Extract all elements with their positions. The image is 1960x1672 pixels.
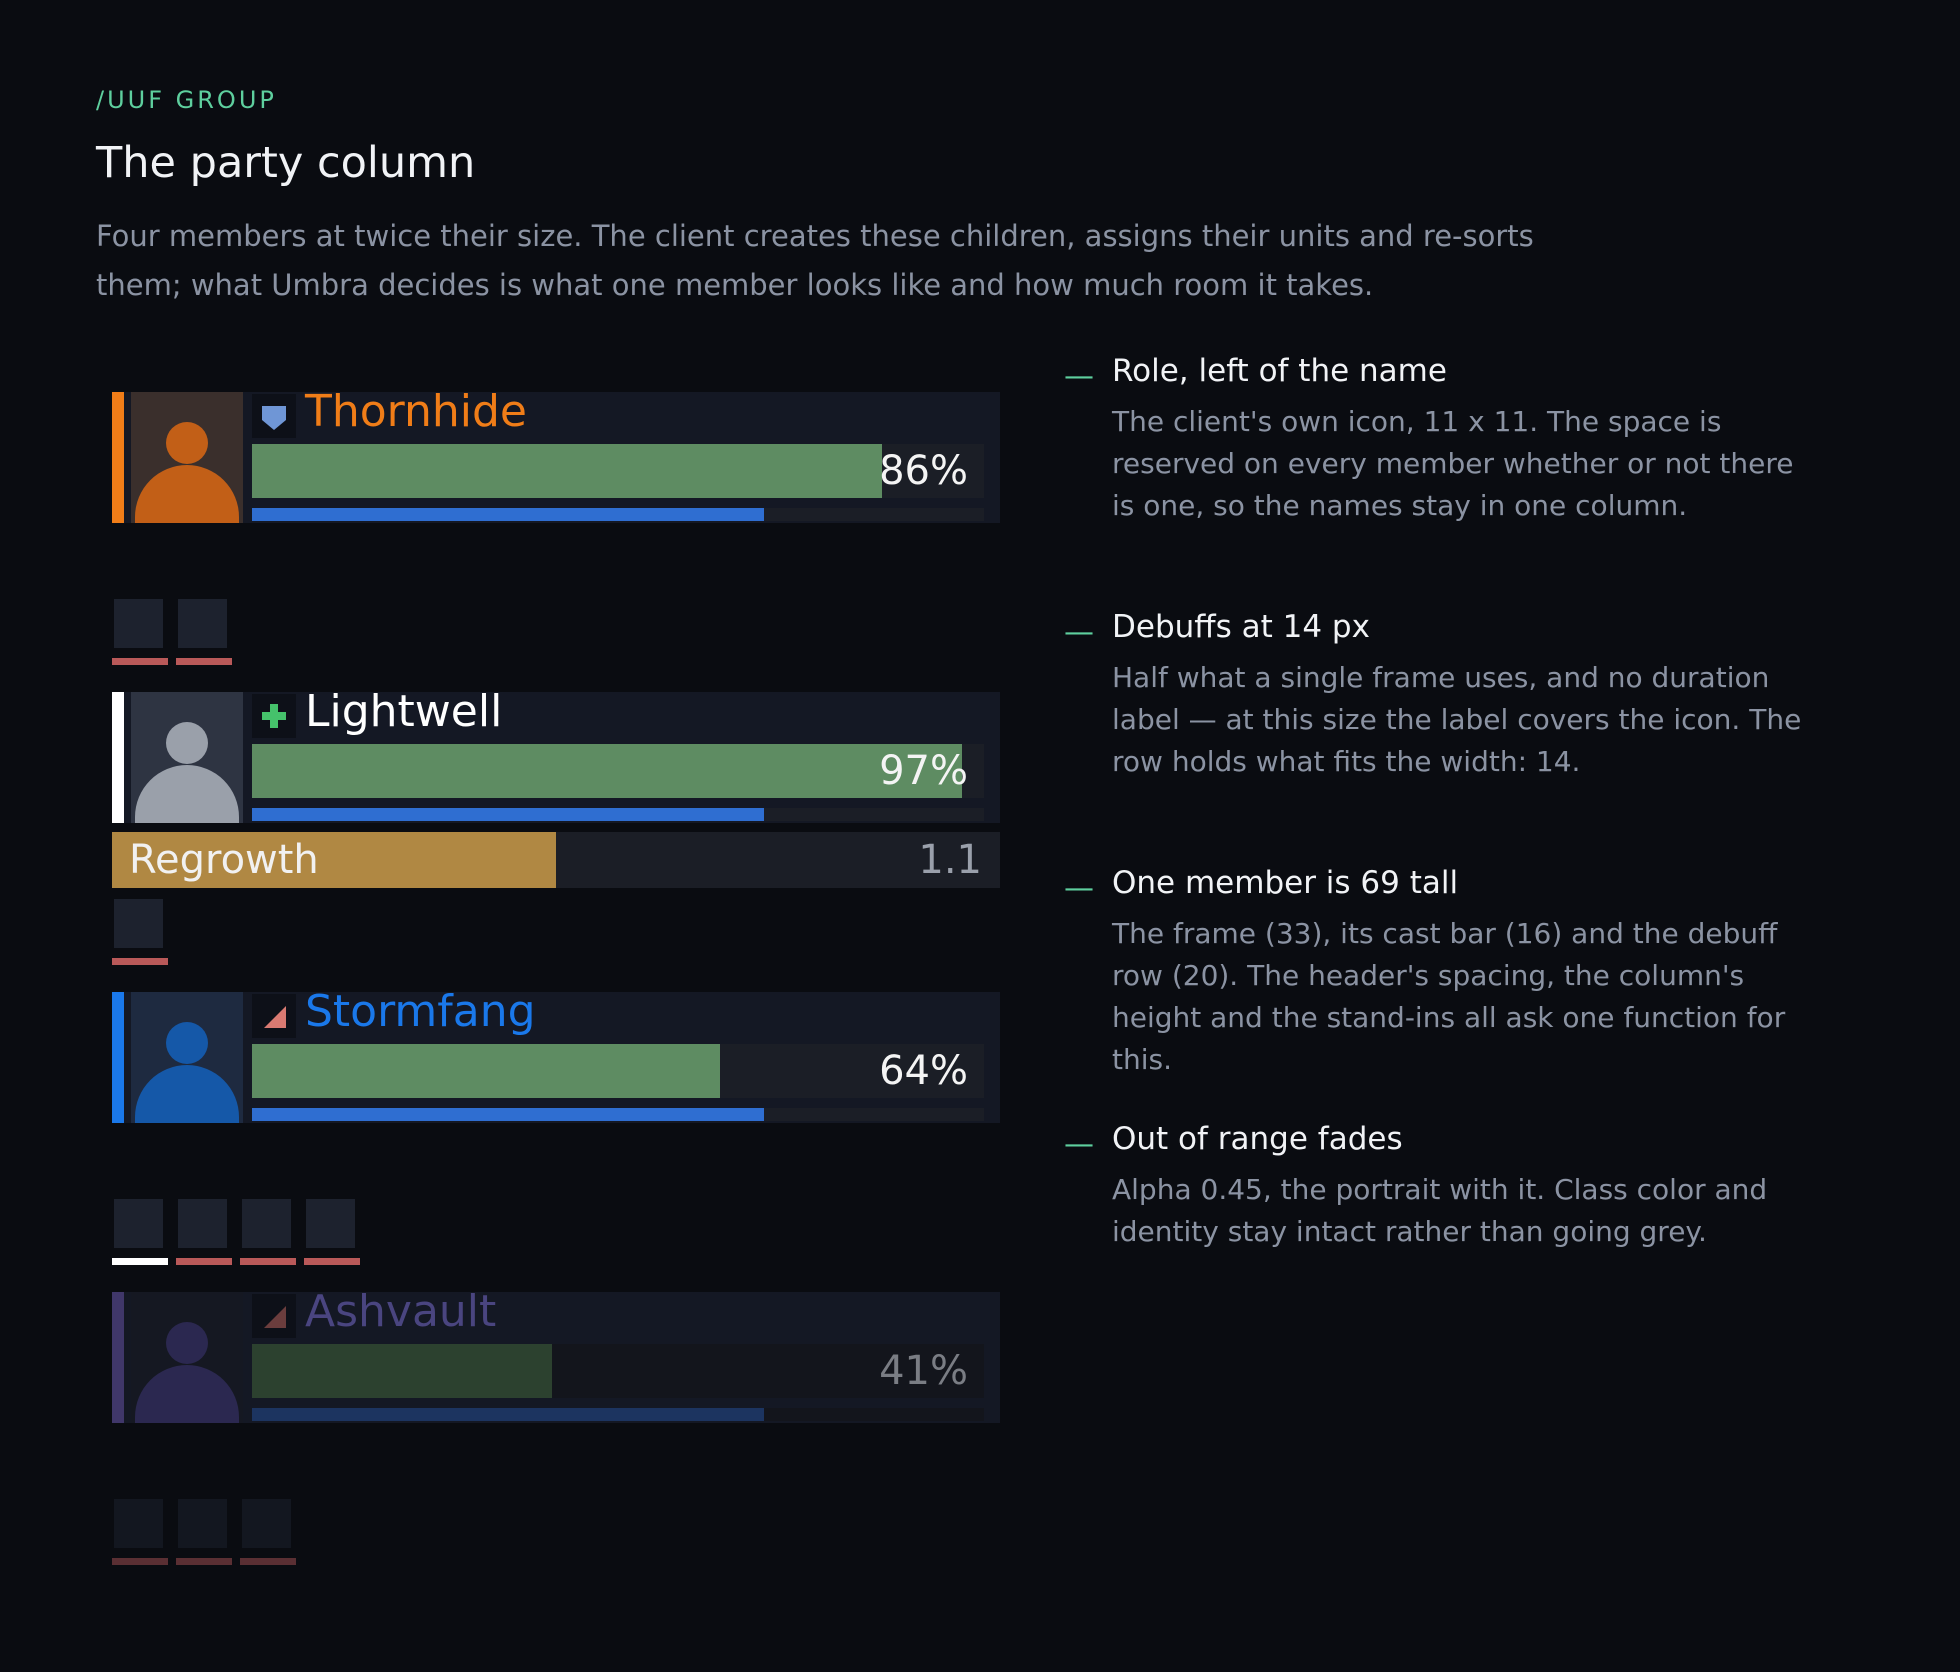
- debuff-icon[interactable]: [176, 599, 232, 669]
- power-bar: [252, 508, 984, 521]
- debuff-icon[interactable]: [176, 1199, 232, 1269]
- note-title: One member is 69 tall: [1112, 865, 1459, 901]
- health-percent: 41%: [879, 1348, 968, 1394]
- sword-icon: [252, 1294, 296, 1338]
- class-color-stripe: [112, 1292, 124, 1423]
- section-eyebrow: /UUF GROUP: [96, 86, 277, 114]
- health-bar: 97%: [252, 744, 984, 798]
- note-title: Out of range fades: [1112, 1121, 1403, 1157]
- debuff-icon[interactable]: [112, 1499, 168, 1569]
- cast-bar: Regrowth 1.1: [112, 832, 1000, 888]
- health-bar: 41%: [252, 1344, 984, 1398]
- health-fill: [252, 1044, 721, 1098]
- power-bar: [252, 1408, 984, 1421]
- portrait: [131, 992, 243, 1123]
- intro-text: Four members at twice their size. The cl…: [96, 219, 1534, 302]
- power-fill: [252, 1408, 765, 1421]
- debuff-icon[interactable]: [176, 1499, 232, 1569]
- power-bar: [252, 1108, 984, 1121]
- debuff-icon[interactable]: [112, 1199, 168, 1269]
- page-title: The party column: [96, 138, 476, 188]
- power-fill: [252, 808, 765, 821]
- power-fill: [252, 508, 765, 521]
- class-color-stripe: [112, 692, 124, 823]
- cast-fill: [112, 832, 556, 888]
- sword-icon: [252, 994, 296, 1038]
- class-color-stripe: [112, 392, 124, 523]
- debuff-icon[interactable]: [112, 599, 168, 669]
- cast-spell-name: Regrowth: [129, 837, 319, 883]
- unit-frame[interactable]: Lightwell 97%: [112, 686, 1000, 823]
- health-percent: 97%: [879, 748, 968, 794]
- note-body: The frame (33), its cast bar (16) and th…: [1112, 917, 1786, 1076]
- health-fill: [252, 1344, 553, 1398]
- note-title: Role, left of the name: [1112, 353, 1447, 389]
- debuff-icon[interactable]: [304, 1199, 360, 1269]
- power-bar: [252, 808, 984, 821]
- portrait: [131, 1292, 243, 1423]
- member-name: Ashvault: [305, 1286, 497, 1337]
- power-fill: [252, 1108, 765, 1121]
- shield-icon: [252, 394, 296, 438]
- class-color-stripe: [112, 992, 124, 1123]
- debuff-icon[interactable]: [240, 1499, 296, 1569]
- health-percent: 86%: [879, 448, 968, 494]
- note-title: Debuffs at 14 px: [1112, 609, 1370, 645]
- health-bar: 86%: [252, 444, 984, 498]
- unit-frame[interactable]: Ashvault 41%: [112, 1286, 1000, 1423]
- unit-frame[interactable]: Stormfang 64%: [112, 986, 1000, 1123]
- health-fill: [252, 444, 882, 498]
- health-percent: 64%: [879, 1048, 968, 1094]
- debuff-icon[interactable]: [112, 899, 168, 969]
- unit-frame[interactable]: Thornhide 86%: [112, 386, 1000, 523]
- note-body: The client's own icon, 11 x 11. The spac…: [1112, 405, 1794, 522]
- portrait: [131, 692, 243, 823]
- member-name: Lightwell: [305, 686, 503, 737]
- portrait: [131, 392, 243, 523]
- cast-time: 1.1: [918, 837, 982, 883]
- member-name: Stormfang: [305, 986, 536, 1037]
- plus-icon: [252, 694, 296, 738]
- debuff-icon[interactable]: [240, 1199, 296, 1269]
- member-name: Thornhide: [305, 386, 527, 437]
- health-fill: [252, 744, 963, 798]
- health-bar: 64%: [252, 1044, 984, 1098]
- note-body: Half what a single frame uses, and no du…: [1112, 661, 1802, 778]
- note-body: Alpha 0.45, the portrait with it. Class …: [1112, 1173, 1768, 1248]
